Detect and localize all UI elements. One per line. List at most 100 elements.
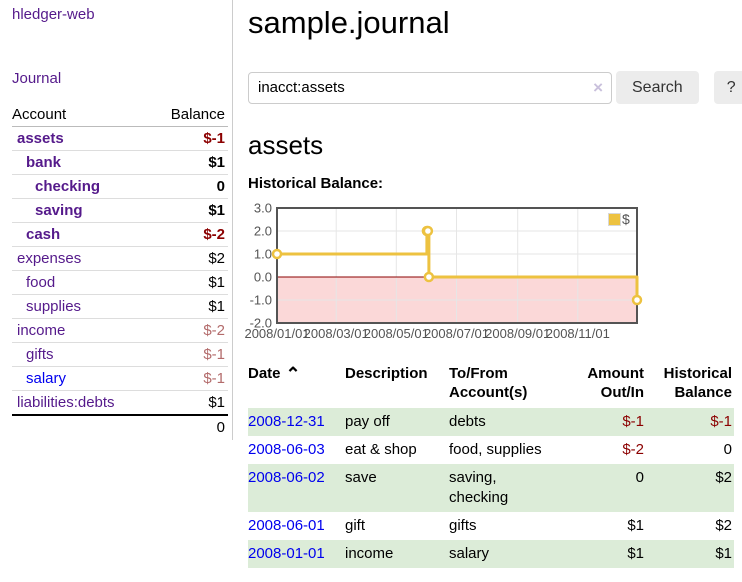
page-title: sample.journal bbox=[248, 5, 450, 40]
register-row: 2008-01-01 income salary $1 $1 bbox=[248, 540, 734, 568]
accounts-table: Account Balance assets $-1 bank $1 checking 0… bbox=[12, 103, 228, 439]
search-input[interactable] bbox=[248, 71, 612, 104]
account-link[interactable]: salary bbox=[26, 370, 67, 387]
main-content: sample.journal × Search ? assets Histori… bbox=[244, 0, 742, 568]
account-balance: $1 bbox=[150, 294, 228, 319]
brand-link[interactable]: hledger-web bbox=[12, 6, 95, 23]
transaction-balance: $2 bbox=[715, 469, 732, 486]
svg-text:3.0: 3.0 bbox=[254, 201, 272, 216]
transaction-date-link[interactable]: 2008-12-31 bbox=[248, 413, 325, 430]
sidebar-item-journal[interactable]: Journal bbox=[12, 70, 62, 87]
account-balance: $-1 bbox=[150, 342, 228, 367]
svg-text:-2.0: -2.0 bbox=[250, 316, 272, 331]
svg-text:$: $ bbox=[622, 211, 630, 227]
account-link[interactable]: supplies bbox=[26, 298, 82, 315]
account-balance: $1 bbox=[150, 150, 228, 175]
account-balance: $1 bbox=[150, 270, 228, 295]
account-row: supplies $1 bbox=[12, 294, 228, 319]
register-header-description[interactable]: Description bbox=[345, 365, 428, 382]
sidebar: hledger-web Journal Account Balance asse… bbox=[0, 0, 233, 440]
transaction-description: gift bbox=[345, 517, 366, 534]
account-link[interactable]: gifts bbox=[26, 346, 54, 363]
transaction-accounts: gifts bbox=[449, 517, 477, 534]
clear-search-icon[interactable]: × bbox=[593, 77, 603, 97]
svg-text:1.0: 1.0 bbox=[254, 247, 272, 262]
svg-text:2008/03/01: 2008/03/01 bbox=[304, 326, 369, 341]
account-row: income $-2 bbox=[12, 318, 228, 343]
account-balance: $-2 bbox=[150, 318, 228, 343]
account-heading: assets bbox=[248, 130, 324, 160]
transaction-amount: $-2 bbox=[622, 441, 644, 458]
register-row: 2008-06-01 gift gifts $1 $2 bbox=[248, 512, 734, 540]
help-button[interactable]: ? bbox=[713, 71, 742, 104]
register-header-accounts[interactable]: To/From Account(s) bbox=[449, 365, 528, 401]
transaction-balance: 0 bbox=[723, 441, 732, 458]
accounts-header-row: Account Balance bbox=[12, 103, 228, 127]
transaction-date-link[interactable]: 2008-06-02 bbox=[248, 469, 325, 486]
transaction-amount: $1 bbox=[627, 517, 644, 534]
account-balance: $1 bbox=[150, 390, 228, 415]
account-row: checking 0 bbox=[12, 174, 228, 199]
transaction-amount: $-1 bbox=[622, 413, 644, 430]
svg-text:2008/07/01: 2008/07/01 bbox=[424, 326, 489, 341]
svg-text:2008/01/01: 2008/01/01 bbox=[244, 326, 309, 341]
account-row: assets $-1 bbox=[12, 127, 228, 151]
account-balance: $2 bbox=[150, 246, 228, 271]
register-row: 2008-06-03 eat & shop food, supplies $-2 0 bbox=[248, 436, 734, 464]
search-button[interactable]: Search bbox=[616, 71, 699, 104]
transaction-balance: $-1 bbox=[710, 413, 732, 430]
transaction-balance: $2 bbox=[715, 517, 732, 534]
accounts-total-row: 0 bbox=[12, 414, 228, 439]
transaction-date-link[interactable]: 2008-01-01 bbox=[248, 545, 325, 562]
transaction-date-link[interactable]: 2008-06-01 bbox=[248, 517, 325, 534]
account-balance: $1 bbox=[150, 198, 228, 223]
svg-text:2008/05/01: 2008/05/01 bbox=[364, 326, 429, 341]
account-link[interactable]: cash bbox=[26, 226, 61, 243]
account-row: salary $-1 bbox=[12, 366, 228, 391]
account-link[interactable]: food bbox=[26, 274, 56, 291]
register-row: 2008-12-31 pay off debts $-1 $-1 bbox=[248, 408, 734, 436]
account-link[interactable]: checking bbox=[35, 178, 101, 195]
account-balance: $-2 bbox=[150, 222, 228, 247]
account-row: saving $1 bbox=[12, 198, 228, 223]
account-link[interactable]: saving bbox=[35, 202, 83, 219]
account-link[interactable]: expenses bbox=[17, 250, 82, 267]
transaction-description: eat & shop bbox=[345, 441, 417, 458]
transaction-date-link[interactable]: 2008-06-03 bbox=[248, 441, 325, 458]
accounts-header-balance: Balance bbox=[150, 103, 228, 127]
transaction-accounts: debts bbox=[449, 413, 486, 430]
svg-text:2.0: 2.0 bbox=[254, 224, 272, 239]
transaction-amount: 0 bbox=[635, 469, 644, 486]
account-link[interactable]: assets bbox=[17, 130, 64, 147]
register-body: 2008-12-31 pay off debts $-1 $-1 2008-06-03 ea… bbox=[248, 408, 734, 568]
search-form: × Search ? bbox=[248, 71, 742, 104]
accounts-total: 0 bbox=[150, 414, 228, 439]
account-row: expenses $2 bbox=[12, 246, 228, 271]
account-link[interactable]: bank bbox=[26, 154, 62, 171]
account-row: liabilities:debts $1 bbox=[12, 390, 228, 415]
accounts-body: assets $-1 bank $1 checking 0 saving $1 cash $-2 e… bbox=[12, 127, 228, 415]
register-header-balance[interactable]: Historical Balance bbox=[663, 365, 732, 401]
svg-text:-1.0: -1.0 bbox=[250, 293, 272, 308]
account-link[interactable]: income bbox=[17, 322, 66, 339]
transaction-description: pay off bbox=[345, 413, 390, 430]
svg-text:0.0: 0.0 bbox=[254, 270, 272, 285]
transaction-accounts: saving, checking bbox=[449, 469, 509, 506]
historical-balance-chart: 3.0 2.0 1.0 0.0 -1.0 -2.02008/01/012008/03/01… bbox=[244, 201, 643, 341]
register-header-amount[interactable]: Amount Out/In bbox=[587, 365, 644, 401]
register-header-row: Date ⌃ Description To/From Account(s) Amo… bbox=[248, 364, 734, 408]
account-balance: $-1 bbox=[203, 130, 225, 147]
sort-asc-icon: ⌃ bbox=[285, 364, 301, 384]
account-balance: 0 bbox=[150, 174, 228, 199]
search-input-wrap: × bbox=[248, 71, 612, 104]
transaction-description: income bbox=[345, 545, 394, 562]
account-row: food $1 bbox=[12, 270, 228, 295]
svg-text:2008/09/01: 2008/09/01 bbox=[485, 326, 550, 341]
account-row: cash $-2 bbox=[12, 222, 228, 247]
account-row: bank $1 bbox=[12, 150, 228, 175]
transaction-amount: $1 bbox=[627, 545, 644, 562]
register-table: Date ⌃ Description To/From Account(s) Amo… bbox=[248, 364, 734, 568]
register-row: 2008-06-02 save saving, checking 0 $2 bbox=[248, 464, 734, 512]
account-link[interactable]: liabilities:debts bbox=[17, 394, 115, 411]
register-header-date[interactable]: Date ⌃ bbox=[248, 364, 301, 384]
